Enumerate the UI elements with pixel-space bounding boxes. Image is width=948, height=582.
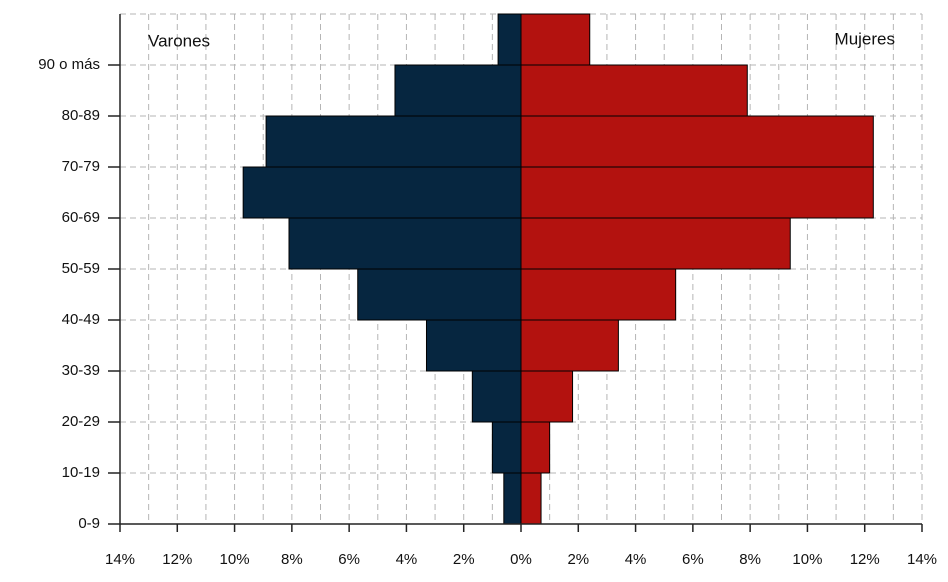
x-tick-label: 4% [396,551,418,568]
x-tick-label: 0% [510,551,532,568]
bar [357,268,522,321]
bar [520,13,591,66]
y-tick-label: 30-39 [62,362,100,379]
bar [425,319,522,372]
x-tick-label: 6% [682,551,704,568]
x-tick-label: 10% [220,551,250,568]
bar [520,115,874,168]
x-tick-label: 4% [625,551,647,568]
y-tick-label: 40-49 [62,311,100,328]
y-tick-label: 90 o más [38,56,100,73]
bar [520,319,619,372]
bar [520,421,551,474]
bar [497,13,522,66]
bar [503,472,522,525]
y-tick-label: 20-29 [62,413,100,430]
y-tick-label: 0-9 [78,515,100,532]
x-tick-label: 10% [792,551,822,568]
bar [471,370,522,423]
x-tick-label: 12% [162,551,192,568]
bar [520,472,542,525]
y-tick-label: 50-59 [62,260,100,277]
x-tick-label: 14% [105,551,135,568]
bar [520,217,791,270]
x-tick-label: 2% [453,551,475,568]
bar [394,64,522,117]
y-tick-label: 60-69 [62,209,100,226]
bar [288,217,522,270]
legend-label: Mujeres [835,29,895,48]
y-tick-label: 70-79 [62,158,100,175]
x-tick-label: 8% [739,551,761,568]
bar [520,166,874,219]
bar [520,268,677,321]
x-tick-label: 2% [567,551,589,568]
bar [520,64,748,117]
x-tick-label: 8% [281,551,303,568]
y-tick-label: 80-89 [62,107,100,124]
bar [242,166,522,219]
x-tick-label: 14% [907,551,937,568]
x-tick-label: 6% [338,551,360,568]
bar [265,115,522,168]
bar [520,370,574,423]
legend-label: Varones [148,31,210,50]
y-tick-label: 10-19 [62,464,100,481]
bar [491,421,522,474]
x-tick-label: 12% [850,551,880,568]
